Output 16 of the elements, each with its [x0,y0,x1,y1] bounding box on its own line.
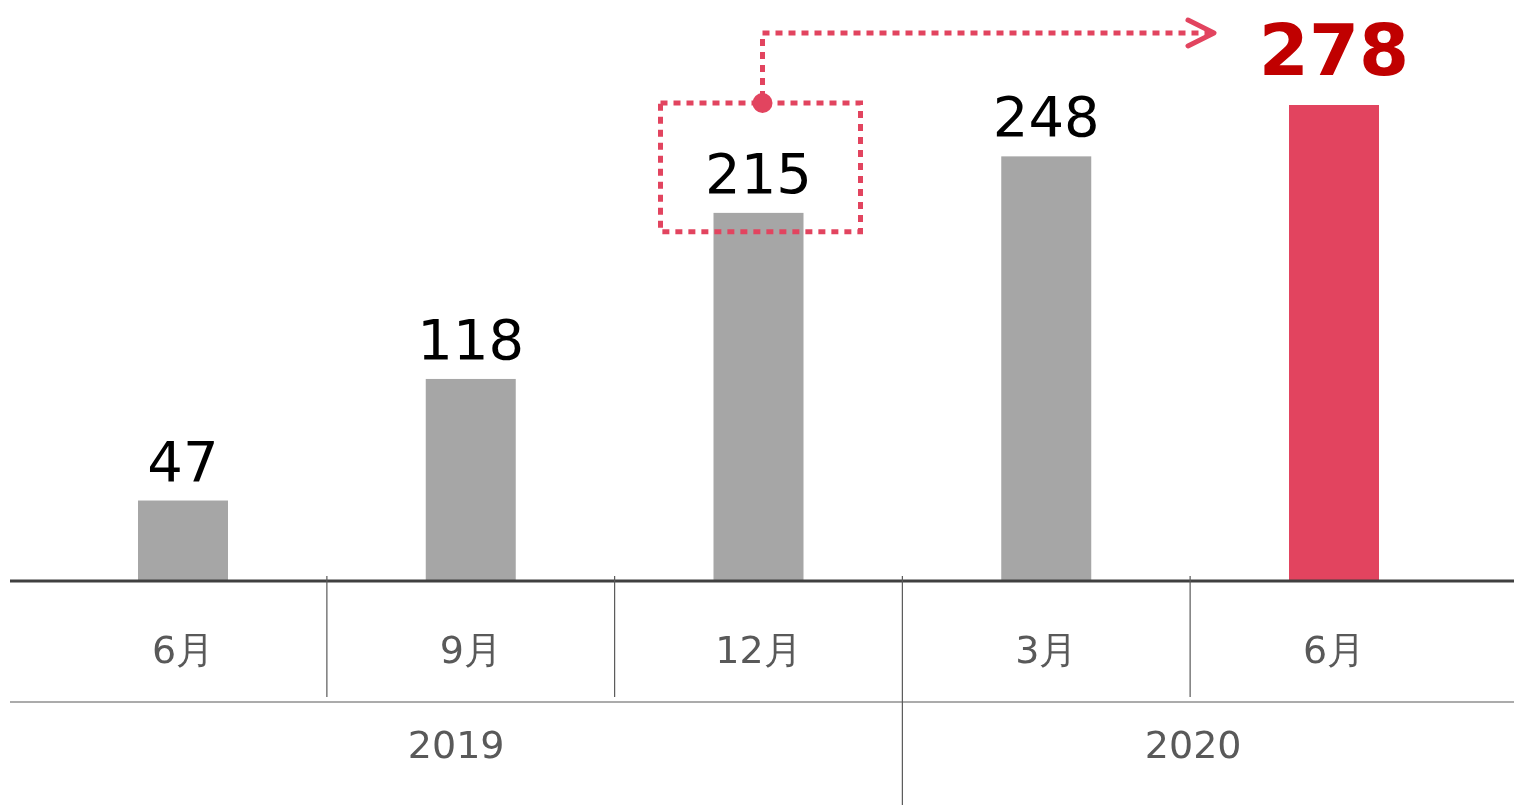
x-tick-label: 6月 [1302,628,1366,672]
bar [1289,105,1379,581]
bar [425,378,516,581]
x-tick-label: 3月 [1015,628,1078,672]
data-label: 248 [992,84,1100,150]
bar [1001,156,1092,581]
bar [138,500,228,581]
x-tick-label: 6月 [151,628,215,672]
text: 2019 [407,723,505,767]
data-label: 278 [1258,8,1410,92]
data-label: 47 [147,428,219,494]
data-label: 118 [417,306,525,372]
data-label: 215 [705,140,812,206]
x-tick-label: 12月 [715,628,802,672]
x-tick-label: 9月 [439,628,502,672]
text: 2020 [1144,723,1242,767]
